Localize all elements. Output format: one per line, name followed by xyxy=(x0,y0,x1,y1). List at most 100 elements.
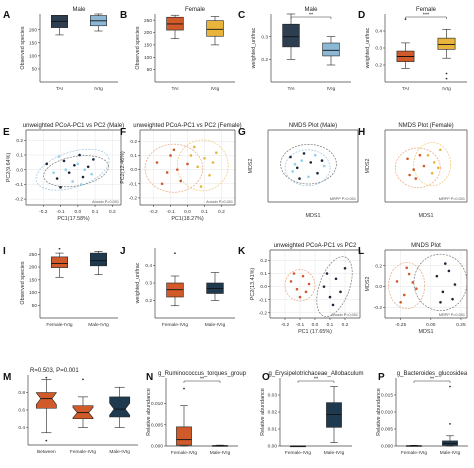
scatter-point xyxy=(52,171,55,174)
scatter-point xyxy=(412,168,416,171)
scatter-point xyxy=(411,281,415,284)
confidence-ellipse xyxy=(413,142,451,187)
x-tick-label: Female-IVIg xyxy=(70,449,96,455)
scatter-point xyxy=(79,183,83,186)
confidence-ellipse xyxy=(35,148,110,191)
scatter-point xyxy=(307,175,310,179)
scatter-point xyxy=(435,274,439,278)
panel-g: G NMDS Plot (Male) MDS2 MDS1 MRPP P=0.001 xyxy=(238,123,359,219)
scatter-point xyxy=(313,153,317,157)
confidence-ellipse xyxy=(280,144,337,185)
box-body xyxy=(109,396,131,418)
significance-label: ** xyxy=(309,13,314,19)
y-axis-label: MDS2 xyxy=(365,277,371,292)
y-tick-label: 0.0 xyxy=(130,167,137,173)
scatter-point xyxy=(192,145,196,149)
y-tick-label: 0.4 xyxy=(18,425,25,431)
y-tick-label: 0.02 xyxy=(268,410,278,416)
x-tick-label: Male-IVIg xyxy=(210,450,231,456)
scatter-point xyxy=(453,283,457,286)
y-tick-label: 200 xyxy=(29,27,37,33)
scatter-point xyxy=(298,177,301,180)
scatter-point xyxy=(399,301,402,304)
scatter-point xyxy=(203,157,206,160)
significance-label: ** xyxy=(430,377,435,383)
box-female-ivig xyxy=(72,396,94,428)
scatter-point xyxy=(155,161,159,164)
scatter-point xyxy=(86,165,90,169)
stat-note: MRPP P=0.001 xyxy=(439,313,465,317)
stat-note: Anosin P=0.001 xyxy=(92,200,119,204)
panel-letter: M xyxy=(3,372,11,383)
box-body xyxy=(322,42,340,57)
y-tick-label: 0.0 xyxy=(16,167,23,173)
x-tick-label: 0.00 xyxy=(426,322,436,328)
x-tick-label: IVIg xyxy=(211,86,220,92)
panel-title: Male xyxy=(304,7,318,13)
panel-title: R=0.503, P=0.001 xyxy=(30,368,79,374)
significance-label: ** xyxy=(314,377,319,383)
y-tick-label: 0.010 xyxy=(151,401,163,407)
scatter-point xyxy=(208,173,211,177)
scatter-point xyxy=(437,166,440,170)
y-axis-label: PC2(12.46%) xyxy=(120,151,126,184)
x-tick-label: IVIg xyxy=(94,86,103,92)
scatter-point xyxy=(307,282,311,286)
panel-title: MNDS Plot xyxy=(411,243,441,249)
x-tick-label: Between xyxy=(37,449,56,455)
x-axis-label: MDS1 xyxy=(306,213,321,219)
y-tick-label: 0.000 xyxy=(151,444,163,450)
box-ivig xyxy=(206,16,224,46)
y-tick-label: 0.2 xyxy=(260,258,267,264)
outlier-point xyxy=(449,423,451,425)
y-axis-label: Relative abundance xyxy=(260,388,266,436)
panel-title: g_Bacteroides_glucosidea xyxy=(397,371,468,377)
scatter-point xyxy=(301,274,305,278)
box-tai xyxy=(166,14,184,40)
y-tick-label: -0.2 xyxy=(374,305,383,311)
outlier-point xyxy=(58,247,61,250)
scatter-point xyxy=(322,164,326,168)
x-tick-label: Female-IVIg xyxy=(46,322,72,328)
stat-note: Anosin P=0.001 xyxy=(206,200,233,204)
y-tick-label: 0.00 xyxy=(268,444,278,450)
y-axis-label: Relative abundance xyxy=(146,388,152,436)
x-axis-label: PC1 (17.65%) xyxy=(298,329,332,335)
y-tick-label: 150 xyxy=(29,40,37,46)
scatter-point xyxy=(298,295,302,299)
significance-bracket xyxy=(297,380,335,383)
x-tick-label: TAI xyxy=(287,86,294,92)
x-tick-label: TAI xyxy=(402,86,409,92)
panel-title: NMDS Plot (Female) xyxy=(398,123,453,129)
x-tick-label: 0.0 xyxy=(184,209,191,215)
x-tick-label: Male-IVIg xyxy=(324,450,345,456)
scatter-point xyxy=(293,162,297,166)
scatter-point xyxy=(302,152,306,155)
panel-letter: B xyxy=(120,10,127,21)
panel-letter: E xyxy=(3,127,10,138)
scatter-point xyxy=(76,162,80,166)
y-tick-label: 100 xyxy=(29,290,37,296)
box-body xyxy=(282,23,300,48)
box-body xyxy=(437,37,456,50)
scatter-point xyxy=(289,155,292,159)
box-male-ivig xyxy=(109,386,131,428)
scatter-point xyxy=(295,166,299,170)
significance-bracket xyxy=(405,16,447,19)
y-tick-label: 100 xyxy=(144,55,152,61)
scatter-point xyxy=(447,269,451,273)
scatter-point xyxy=(339,290,342,294)
y-tick-label: 0.1 xyxy=(260,271,267,277)
scatter-point xyxy=(304,290,308,294)
scatter-point xyxy=(325,272,329,275)
box-female-ivig xyxy=(406,445,422,447)
scatter-point xyxy=(430,171,434,175)
y-tick-label: 0.3 xyxy=(145,281,152,287)
scatter-point xyxy=(189,154,193,157)
x-tick-label: -0.25 xyxy=(395,322,406,328)
